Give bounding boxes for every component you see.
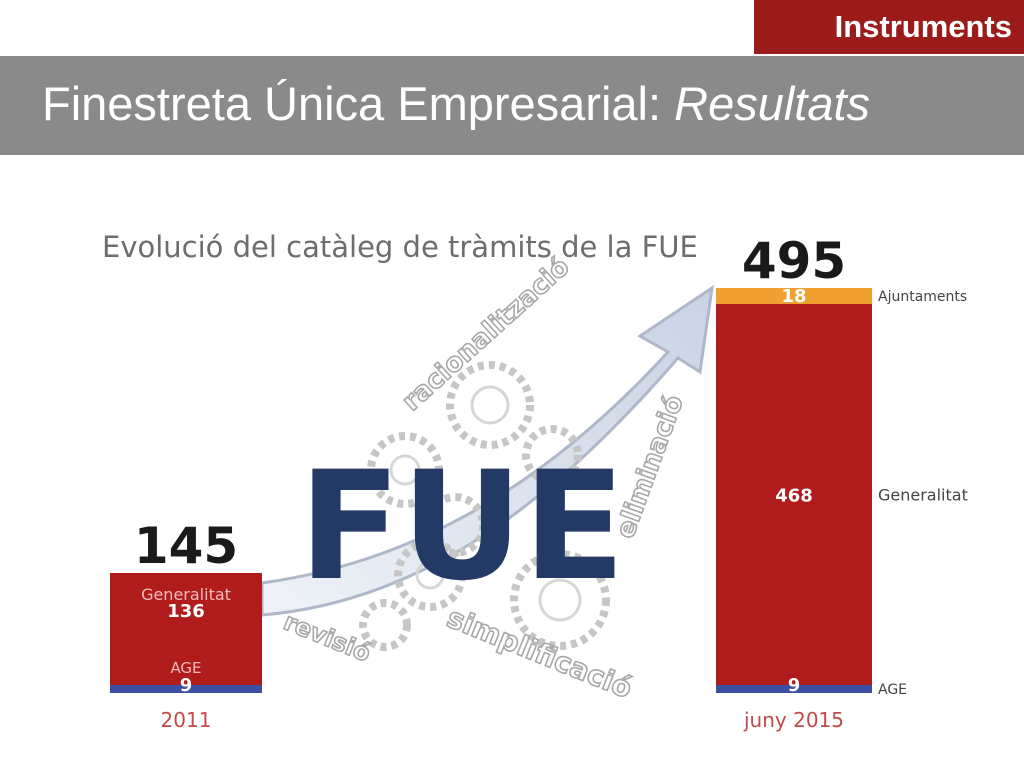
chart-title: Evolució del catàleg de tràmits de la FU… — [102, 230, 698, 264]
value-label-1-generalitat: 468 — [775, 486, 813, 507]
series-label-0-generalitat: Generalitat — [141, 585, 231, 604]
bar-0-age — [110, 685, 262, 693]
total-label-1: 495 — [742, 232, 846, 290]
page-title-main: Finestreta Única Empresarial: — [42, 77, 675, 130]
category-label-1: juny 2015 — [743, 708, 844, 732]
word-racionalitzacio: racionalització — [397, 252, 576, 417]
section-tag: Instruments — [754, 0, 1024, 54]
category-label-0: 2011 — [161, 708, 212, 732]
word-simplificacio: simplificació — [442, 601, 636, 705]
page-title-italic: Resultats — [674, 77, 871, 130]
value-label-0-age: 9 — [180, 675, 193, 696]
legend-label-generalitat: Generalitat — [878, 486, 968, 505]
bar-1-ajuntaments — [716, 288, 872, 304]
legend-label-age: AGE — [878, 682, 907, 698]
fue-label: FUE — [299, 440, 626, 614]
series-label-0-age: AGE — [170, 659, 201, 677]
value-label-1-age: 9 — [788, 675, 801, 696]
value-label-0-generalitat: 136 — [167, 601, 205, 622]
value-label-1-ajuntaments: 18 — [781, 286, 806, 307]
bar-0-generalitat — [110, 573, 262, 685]
bar-1-generalitat — [716, 304, 872, 685]
title-bar: Finestreta Única Empresarial: Resultats — [0, 56, 1024, 155]
bar-1-age — [716, 685, 872, 693]
gears-decoration — [359, 361, 610, 651]
legend-label-ajuntaments: Ajuntaments — [878, 289, 967, 305]
word-revisio: revisió — [280, 608, 375, 668]
gears-hubs — [389, 385, 582, 622]
total-label-0: 145 — [134, 517, 238, 575]
page-title: Finestreta Única Empresarial: Resultats — [42, 76, 870, 131]
